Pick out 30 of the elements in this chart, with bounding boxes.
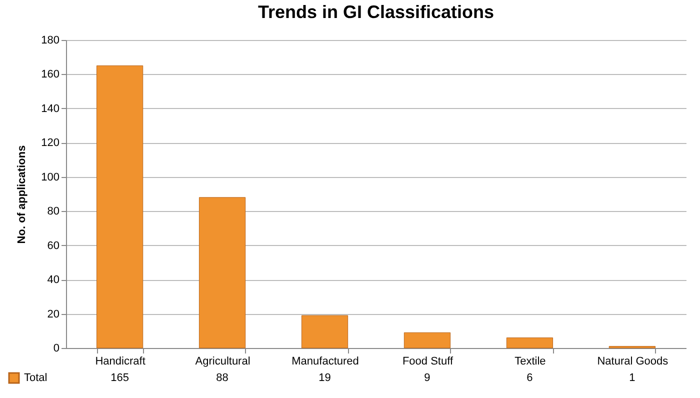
x-tick-label: Handicraft — [95, 356, 146, 368]
y-tick-label: 180 — [41, 34, 60, 46]
bar — [506, 337, 554, 348]
y-tick-label: 0 — [53, 342, 60, 354]
data-label: 19 — [318, 372, 331, 384]
y-tick-label: 120 — [41, 137, 60, 150]
data-label: 165 — [110, 372, 129, 384]
data-label: 88 — [216, 372, 228, 384]
x-tick-label: Agricultural — [195, 356, 250, 368]
data-label: 9 — [424, 372, 430, 384]
y-axis-title: No. of applications — [16, 145, 28, 244]
data-label: 6 — [526, 372, 533, 384]
data-label: 1 — [629, 372, 636, 384]
y-tick-label: 140 — [41, 102, 60, 115]
y-tick-label: 20 — [47, 308, 60, 320]
x-tick-label: Textile — [514, 356, 546, 368]
y-tick-label: 80 — [47, 206, 60, 218]
bar — [198, 197, 246, 348]
chart-title: Trends in GI Classifications — [258, 2, 494, 22]
y-tick-label: 160 — [41, 68, 60, 81]
bar — [96, 65, 144, 348]
x-tick-label: Natural Goods — [597, 356, 669, 368]
y-tick-label: 60 — [47, 240, 60, 252]
bar — [301, 315, 348, 348]
x-tick-label: Food Stuff — [402, 356, 454, 368]
y-tick-label: 40 — [47, 274, 60, 286]
x-tick-label: Manufactured — [292, 356, 359, 368]
bar — [404, 332, 451, 348]
legend-label: Total — [24, 372, 48, 384]
y-tick-label: 100 — [41, 171, 60, 184]
